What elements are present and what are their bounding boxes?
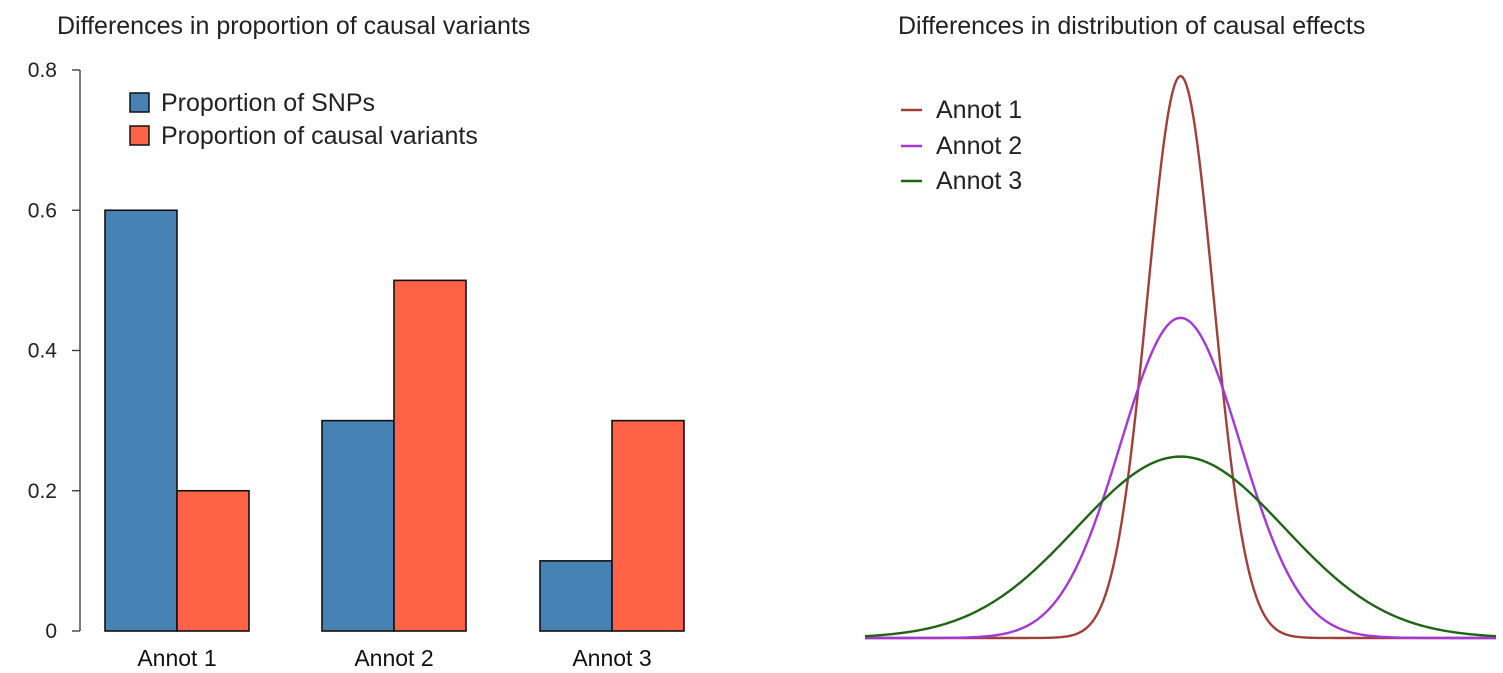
y-tick-label: 0.6 (28, 199, 57, 222)
density-chart-panel: Differences in distribution of causal ef… (864, 12, 1497, 640)
legend-label-annot-1: Annot 1 (936, 96, 1022, 124)
legend-label-snps: Proportion of SNPs (161, 89, 375, 117)
x-category-label: Annot 3 (572, 645, 651, 671)
density-chart-title: Differences in distribution of causal ef… (898, 12, 1365, 40)
legend-label-causal: Proportion of causal variants (161, 122, 478, 150)
y-tick-label: 0.8 (28, 59, 57, 82)
legend-label-annot-3: Annot 3 (936, 167, 1022, 195)
bar-y-axis: 0 0.2 0.4 0.6 0.8 (28, 59, 81, 643)
legend-label-annot-2: Annot 2 (936, 132, 1022, 160)
density-lines (864, 74, 1497, 640)
bar-annot-1-causal (176, 489, 250, 632)
density-curve-annot-3 (864, 455, 1497, 638)
legend-swatch-causal (129, 125, 150, 146)
density-curve-annot-1 (865, 74, 1496, 640)
bar-chart-title: Differences in proportion of causal vari… (57, 12, 530, 40)
density-curve-annot-2 (865, 316, 1496, 640)
y-tick-label: 0.2 (28, 480, 57, 503)
bar-annot-1-snps (104, 209, 178, 632)
density-legend: Annot 1 Annot 2 Annot 3 (901, 96, 1022, 195)
bar-marks (104, 209, 685, 632)
bar-annot-2-snps (321, 419, 395, 632)
bar-annot-3-snps (539, 560, 613, 632)
bar-annot-3-causal (611, 419, 685, 632)
y-tick-label: 0 (45, 620, 57, 643)
bar-annot-2-causal (393, 279, 467, 632)
x-category-label: Annot 2 (354, 645, 433, 671)
bar-x-categories: Annot 1 Annot 2 Annot 3 (137, 645, 651, 671)
x-category-label: Annot 1 (137, 645, 216, 671)
bar-chart-panel: Differences in proportion of causal vari… (28, 12, 685, 671)
y-tick-label: 0.4 (28, 340, 58, 363)
bar-legend: Proportion of SNPs Proportion of causal … (129, 89, 478, 150)
legend-swatch-snps (129, 92, 150, 113)
